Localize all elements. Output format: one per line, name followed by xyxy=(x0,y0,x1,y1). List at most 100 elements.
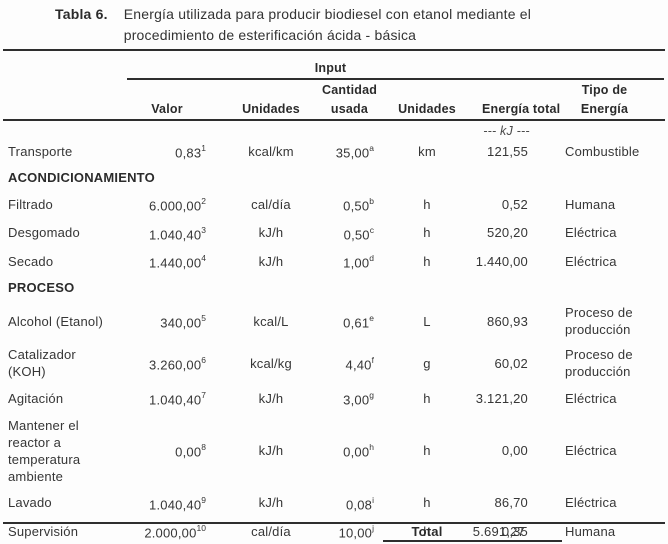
total-rule xyxy=(383,540,562,542)
cantidad-superscript: e xyxy=(369,313,374,324)
energia-total-cell: 0,00 xyxy=(501,443,528,459)
cantidad-superscript: c xyxy=(369,224,374,235)
cantidad-usada-cell: 0,50b xyxy=(322,194,377,214)
cantidad-value: 3,00 xyxy=(343,392,370,408)
valor-value: 1.440,00 xyxy=(149,255,202,271)
column-header-unidades-1: Unidades xyxy=(242,102,300,116)
tipo-energia-cell: Humana xyxy=(565,523,616,539)
valor-value: 0,83 xyxy=(175,145,202,161)
cantidad-value: 0,00 xyxy=(343,444,370,460)
energia-total-cell: 520,20 xyxy=(487,225,528,241)
valor-superscript: 9 xyxy=(201,494,206,505)
valor-cell: 1.040,403 xyxy=(128,223,206,243)
cantidad-value: 0,50 xyxy=(343,198,370,214)
cantidad-usada-cell: 0,61e xyxy=(322,311,377,331)
column-header-cantidad: Cantidad xyxy=(322,82,378,97)
table-row: Lavado 1.040,409 kJ/h 0,08i h 86,70 Eléc… xyxy=(0,489,668,517)
valor-value: 3.260,00 xyxy=(149,357,202,373)
table-row: Catalizador (KOH) 3.260,006 kcal/kg 4,40… xyxy=(0,342,668,384)
cantidad-usada-cell: 1,00d xyxy=(322,251,377,271)
row-label: Alcohol (Etanol) xyxy=(8,313,103,329)
valor-superscript: 1 xyxy=(201,143,206,153)
section-row: ACONDICIONAMIENTO xyxy=(0,165,668,190)
cantidad-superscript: b xyxy=(369,196,374,207)
cantidad-usada-cell: 10,00j xyxy=(322,521,377,541)
cantidad-superscript: d xyxy=(369,252,374,263)
caption-line-2: procedimiento de esterificación ácida - … xyxy=(123,27,417,43)
unit-note-row: --- kJ --- xyxy=(0,123,668,139)
row-label: Mantener el reactor a temperatura ambien… xyxy=(8,417,81,484)
valor-value: 2.000,00 xyxy=(144,525,197,541)
total-row: Total 5.691,27 xyxy=(0,523,668,540)
energia-total-cell: 1.440,00 xyxy=(475,253,528,269)
column-header-unidades-2: Unidades xyxy=(398,102,456,116)
valor-cell: 0,831 xyxy=(128,141,206,161)
cantidad-value: 35,00 xyxy=(335,145,370,161)
valor-superscript: 7 xyxy=(201,390,206,401)
table-row: Alcohol (Etanol) 340,005 kcal/L 0,61e L … xyxy=(0,300,668,342)
valor-cell: 1.440,004 xyxy=(128,251,206,271)
row-label: Transporte xyxy=(8,143,73,159)
cantidad-usada-cell: 0,50c xyxy=(322,223,377,243)
valor-superscript: 8 xyxy=(201,442,206,453)
row-label: Agitación xyxy=(8,390,64,406)
cantidad-superscript: g xyxy=(369,390,374,401)
valor-cell: 1.040,409 xyxy=(128,493,206,513)
energia-total-cell: 0,52 xyxy=(501,196,528,212)
energia-total-cell: 3.121,20 xyxy=(475,390,528,406)
row-label: Catalizador (KOH) xyxy=(8,347,76,380)
unidades-cell: kJ/h xyxy=(258,225,284,241)
energia-total-cell: 121,55 xyxy=(487,143,528,159)
total-value: 5.691,27 xyxy=(472,524,525,539)
unidades-cell: kcal/kg xyxy=(250,355,292,371)
valor-superscript: 4 xyxy=(201,252,206,263)
valor-value: 340,00 xyxy=(160,315,202,331)
tipo-energia-cell: Eléctrica xyxy=(565,253,617,269)
header-row-input: Input xyxy=(0,58,668,78)
header-row-upper: Cantidad Tipo de xyxy=(0,80,668,99)
unidades2-cell: L xyxy=(423,313,431,329)
valor-superscript: 5 xyxy=(201,313,206,324)
valor-value: 1.040,40 xyxy=(149,392,202,408)
column-header-energia-total: Energía total xyxy=(482,102,561,116)
unidades2-cell: h xyxy=(423,443,431,459)
unidades-cell: kcal/km xyxy=(248,143,294,159)
valor-value: 1.040,40 xyxy=(149,496,202,512)
input-group-rule xyxy=(127,78,664,80)
cantidad-value: 1,00 xyxy=(343,255,370,271)
section-label: PROCESO xyxy=(8,280,75,296)
cantidad-superscript: f xyxy=(371,355,374,366)
unidades2-cell: h xyxy=(423,495,431,511)
column-header-valor: Valor xyxy=(151,102,183,116)
table-number-label: Tabla 6. xyxy=(55,6,108,22)
table-row: Mantener el reactor a temperatura ambien… xyxy=(0,413,668,489)
unidades2-cell: km xyxy=(418,143,436,159)
tipo-energia-cell: Humana xyxy=(565,196,616,212)
tipo-energia-cell: Combustible xyxy=(565,143,640,159)
header-row-lower: Valor Unidades usada Unidades Energía to… xyxy=(0,99,668,119)
table-body: Transporte 0,831 kcal/km 35,00a km 121,5… xyxy=(0,137,668,544)
tipo-energia-cell: Eléctrica xyxy=(565,390,617,406)
tipo-energia-cell: Proceso de producción xyxy=(565,347,633,380)
cantidad-usada-cell: 4,40f xyxy=(322,353,377,373)
column-group-input: Input xyxy=(314,61,347,75)
table-row: Filtrado 6.000,002 cal/día 0,50b h 0,52 … xyxy=(0,190,668,218)
valor-cell: 6.000,002 xyxy=(128,194,206,214)
cantidad-usada-cell: 35,00a xyxy=(322,141,377,161)
section-row: PROCESO xyxy=(0,275,668,300)
section-label: ACONDICIONAMIENTO xyxy=(8,170,155,186)
unit-note-kj: --- kJ --- xyxy=(483,124,530,138)
total-label: Total xyxy=(411,524,443,539)
table-row: Desgomado 1.040,403 kJ/h 0,50c h 520,20 … xyxy=(0,219,668,247)
row-label: Lavado xyxy=(8,495,52,511)
unidades2-cell: g xyxy=(423,355,431,371)
valor-cell: 3.260,006 xyxy=(128,353,206,373)
unidades2-cell: h xyxy=(423,390,431,406)
cantidad-value: 4,40 xyxy=(345,357,372,373)
cantidad-usada-cell: 0,00h xyxy=(322,440,377,460)
cantidad-value: 0,61 xyxy=(343,315,370,331)
row-label: Supervisión xyxy=(8,523,79,539)
unidades2-cell: h xyxy=(423,523,431,539)
valor-cell: 2.000,0010 xyxy=(128,521,206,541)
